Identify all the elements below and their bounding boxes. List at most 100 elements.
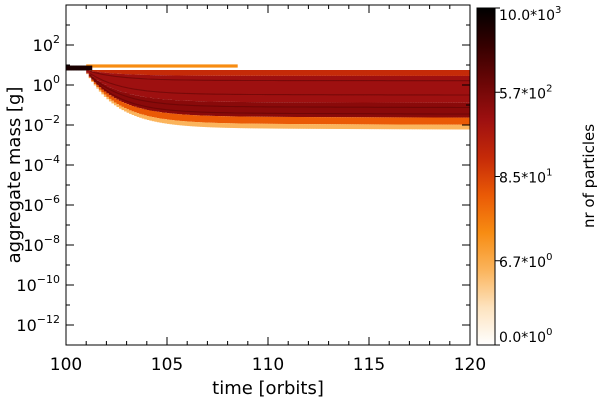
- heatmap-cell: [427, 102, 431, 118]
- heatmap-cell: [257, 70, 262, 76]
- heatmap-cell: [300, 117, 304, 125]
- heatmap-cell: [416, 124, 421, 130]
- heatmap-cell: [369, 117, 373, 125]
- heatmap-cell: [113, 102, 118, 106]
- heatmap-cell: [202, 101, 206, 116]
- heatmap-cell: [416, 102, 421, 118]
- heatmap-cell: [136, 95, 140, 108]
- heatmap-cell: [184, 70, 188, 76]
- heatmap-cell: [156, 98, 161, 112]
- heatmap-cell: [167, 113, 171, 120]
- heatmap-cell: [149, 75, 153, 98]
- heatmap-cell: [149, 110, 153, 117]
- heatmap-cell: [179, 100, 183, 115]
- heatmap-cell: [174, 120, 178, 125]
- heatmap-cell: [154, 75, 158, 99]
- heatmap-cell: [323, 75, 327, 103]
- heatmap-cell: [338, 124, 342, 129]
- heatmap-cell: [333, 75, 337, 103]
- heatmap-cell: [139, 96, 143, 109]
- heatmap-cell: [454, 124, 458, 130]
- heatmap-cell: [141, 70, 145, 75]
- heatmap-cell: [247, 75, 251, 103]
- heatmap-cell: [111, 88, 115, 97]
- heatmap-cell: [331, 102, 335, 118]
- heatmap-cell: [194, 101, 198, 116]
- heatmap-cell: [182, 100, 186, 115]
- heatmap-cell: [268, 70, 272, 76]
- heatmap-cell: [144, 74, 148, 98]
- heatmap-cell: [98, 72, 102, 82]
- heatmap-cell: [351, 117, 355, 125]
- heatmap-cell: [439, 124, 443, 130]
- heatmap-cell: [131, 74, 135, 95]
- heatmap-cell: [169, 99, 173, 114]
- colorbar: [476, 7, 496, 346]
- heatmap-cell: [467, 70, 470, 76]
- heatmap-cell: [179, 70, 183, 76]
- heatmap-cell: [113, 98, 118, 103]
- heatmap-cell: [116, 70, 120, 74]
- heatmap-cell: [295, 117, 299, 125]
- heatmap-cell: [454, 70, 458, 76]
- heatmap-cell: [262, 116, 267, 124]
- heatmap-cell: [247, 102, 251, 117]
- heatmap-cell: [459, 75, 464, 103]
- heatmap-cell: [439, 75, 443, 103]
- heatmap-cell: [376, 117, 380, 125]
- heatmap-cell: [399, 75, 403, 103]
- heatmap-cell: [257, 123, 262, 129]
- heatmap-cell: [136, 107, 140, 114]
- heatmap-cell: [422, 75, 426, 103]
- heatmap-cell: [315, 124, 320, 129]
- heatmap-cell: [369, 102, 373, 118]
- heatmap-cell: [429, 124, 433, 130]
- heatmap-cell: [265, 123, 269, 129]
- heatmap-cell: [121, 106, 125, 111]
- heatmap-cell: [298, 124, 302, 129]
- heatmap-cell: [338, 102, 342, 118]
- heatmap-cell: [247, 70, 251, 76]
- heatmap-cell: [343, 117, 347, 125]
- heatmap-cell: [462, 102, 466, 118]
- heatmap-cell: [361, 124, 365, 130]
- heatmap-cell: [265, 116, 269, 124]
- heatmap-cell: [374, 117, 378, 125]
- heatmap-cell: [250, 75, 254, 103]
- heatmap-cell: [305, 70, 309, 76]
- heatmap-cell: [280, 102, 284, 117]
- heatmap-cell: [207, 115, 211, 123]
- heatmap-cell: [265, 102, 269, 117]
- heatmap-cell: [315, 75, 320, 103]
- heatmap-cell: [295, 70, 299, 76]
- heatmap-cell: [300, 102, 304, 118]
- heatmap-cell: [315, 70, 320, 76]
- heatmap-cell: [444, 124, 448, 130]
- heatmap-cell: [386, 75, 390, 103]
- heatmap-cell: [129, 94, 133, 106]
- heatmap-cell: [310, 70, 315, 76]
- heatmap-cell: [328, 75, 332, 103]
- heatmap-cell: [217, 101, 221, 117]
- heatmap-cell: [184, 121, 188, 126]
- heatmap-cell: [250, 116, 254, 124]
- heatmap-cell: [192, 101, 196, 116]
- heatmap-cell: [212, 115, 216, 123]
- heatmap-cell: [295, 75, 299, 103]
- heatmap-cell: [422, 102, 426, 118]
- heatmap-cell: [280, 116, 284, 124]
- heatmap-cell: [356, 124, 360, 130]
- heatmap-cell: [260, 123, 264, 129]
- heatmap-cell: [467, 117, 470, 125]
- heatmap-cell: [108, 70, 113, 74]
- heatmap-cell: [164, 70, 168, 76]
- heatmap-cell: [164, 99, 168, 113]
- heatmap-cell: [318, 117, 322, 125]
- heatmap-cell: [265, 70, 269, 76]
- heatmap-cell: [348, 117, 352, 125]
- heatmap-cell: [151, 117, 155, 122]
- heatmap-cell: [242, 75, 246, 103]
- plot-frame: [65, 4, 471, 346]
- heatmap-cell: [454, 75, 458, 103]
- heatmap-cell: [154, 98, 158, 112]
